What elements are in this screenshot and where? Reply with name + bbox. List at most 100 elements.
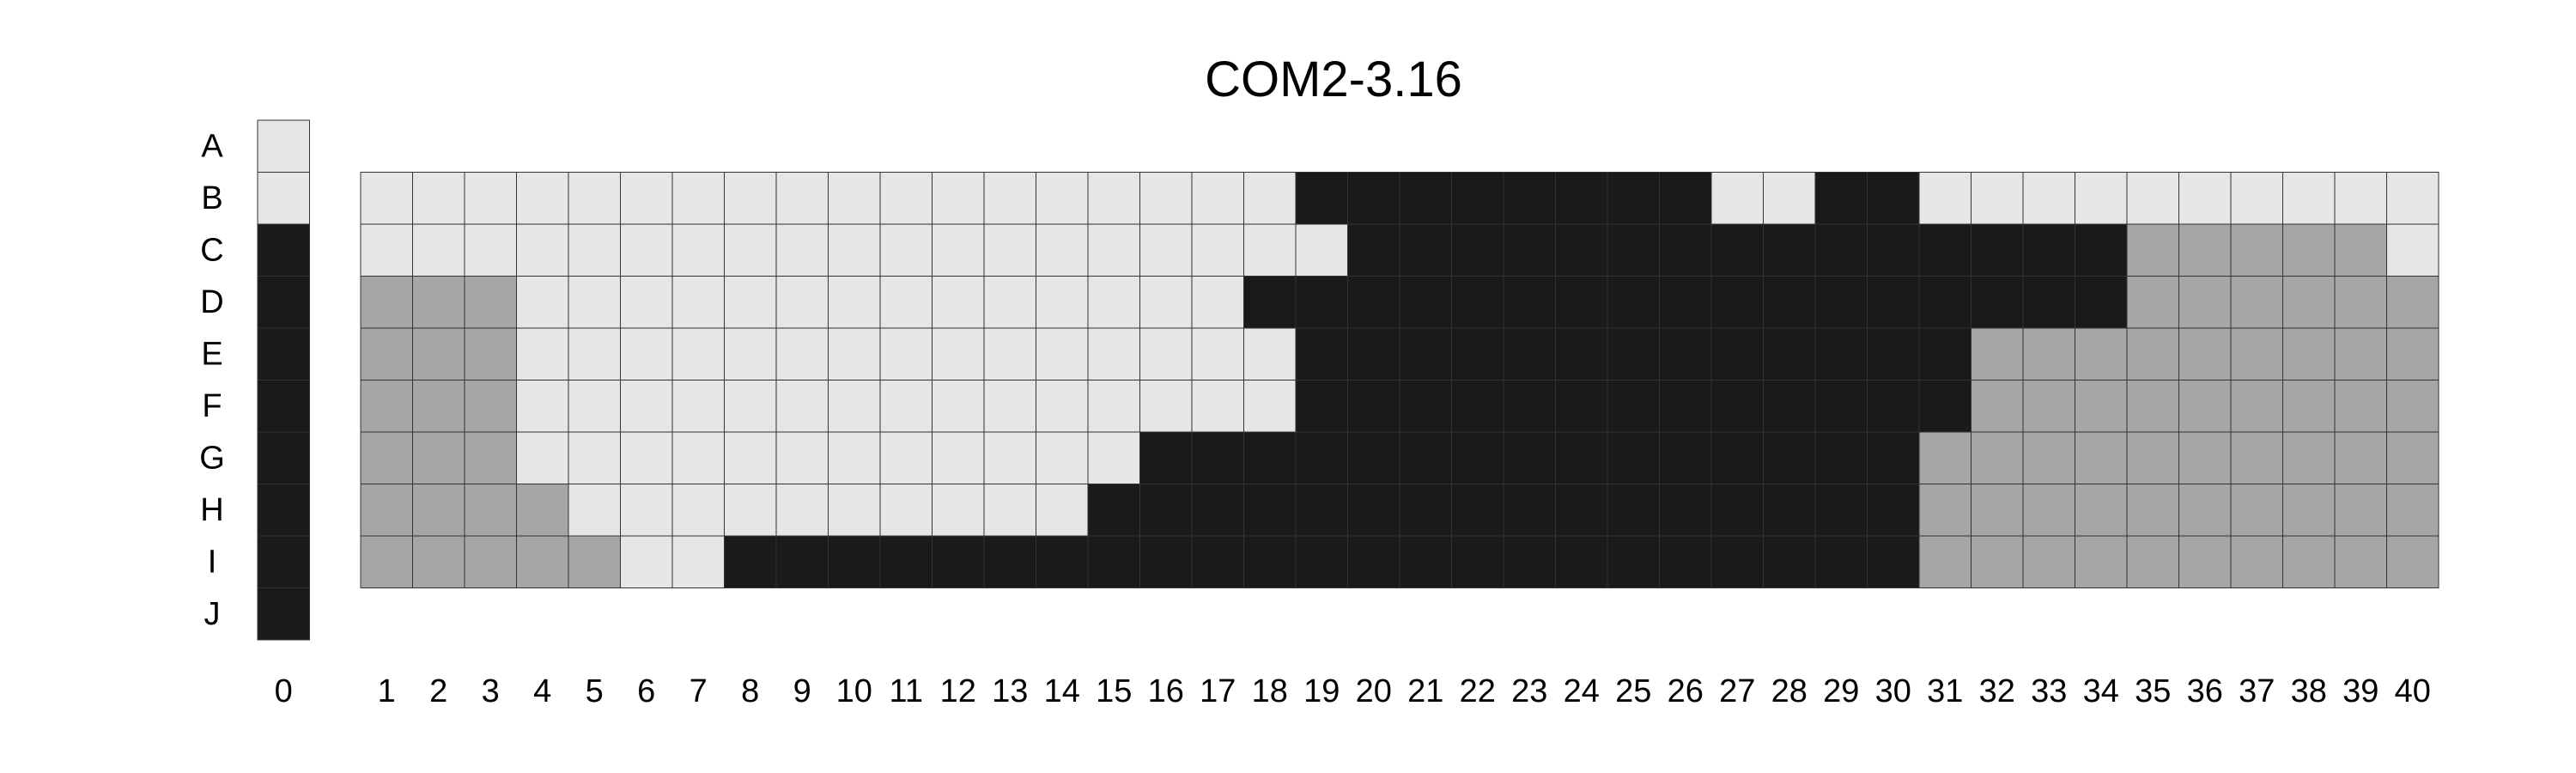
cell-E38 — [2282, 327, 2336, 380]
cell-I35 — [2126, 535, 2179, 588]
cell-H8 — [724, 484, 777, 537]
cell-C28 — [1763, 223, 1816, 277]
cell-C3 — [464, 223, 517, 277]
cell-E21 — [1399, 327, 1452, 380]
cell-B13 — [983, 172, 1036, 225]
cell-E28 — [1763, 327, 1816, 380]
cell-B39 — [2334, 172, 2387, 225]
cell-E30 — [1867, 327, 1920, 380]
cell-C30 — [1867, 223, 1920, 277]
cell-D35 — [2126, 276, 2179, 329]
cell-D36 — [2178, 276, 2232, 329]
cell-G5 — [568, 431, 621, 484]
cell-G18 — [1243, 431, 1297, 484]
cell-B21 — [1399, 172, 1452, 225]
cell-I36 — [2178, 535, 2232, 588]
cell-F26 — [1659, 380, 1712, 433]
cell-I31 — [1918, 535, 1971, 588]
cell-B12 — [932, 172, 985, 225]
cell-H4 — [516, 484, 569, 537]
cell-D31 — [1918, 276, 1971, 329]
cell-G15 — [1087, 431, 1140, 484]
cell-E23 — [1503, 327, 1556, 380]
cell-F6 — [620, 380, 673, 433]
cell-B5 — [568, 172, 621, 225]
cell-C17 — [1191, 223, 1244, 277]
cell-B27 — [1710, 172, 1764, 225]
row-label-I: I — [208, 544, 217, 580]
cell-B30 — [1867, 172, 1920, 225]
cell-F37 — [2230, 380, 2283, 433]
cell-G7 — [671, 431, 725, 484]
cell-C34 — [2075, 223, 2128, 277]
cell-I29 — [1814, 535, 1868, 588]
cell-G1 — [360, 431, 413, 484]
cell-D18 — [1243, 276, 1297, 329]
cell-E9 — [775, 327, 829, 380]
cell-B16 — [1139, 172, 1193, 225]
cell-G19 — [1295, 431, 1348, 484]
column-label-32: 32 — [1979, 673, 2015, 709]
column-label-18: 18 — [1252, 673, 1288, 709]
cell-H9 — [775, 484, 829, 537]
cell-H14 — [1036, 484, 1089, 537]
cell-F28 — [1763, 380, 1816, 433]
cell-C7 — [671, 223, 725, 277]
cell-H2 — [412, 484, 465, 537]
cell-G13 — [983, 431, 1036, 484]
cell-C19 — [1295, 223, 1348, 277]
cell-D1 — [360, 276, 413, 329]
cell-I39 — [2334, 535, 2387, 588]
cell-C40 — [2386, 223, 2439, 277]
column-label-38: 38 — [2291, 673, 2327, 709]
cell-F23 — [1503, 380, 1556, 433]
cell-D29 — [1814, 276, 1868, 329]
cell-E16 — [1139, 327, 1193, 380]
cell-I6 — [620, 535, 673, 588]
cell-H37 — [2230, 484, 2283, 537]
cell-E5 — [568, 327, 621, 380]
cell-D17 — [1191, 276, 1244, 329]
cell-E39 — [2334, 327, 2387, 380]
row-label-G: G — [199, 440, 225, 476]
column-label-6: 6 — [637, 673, 655, 709]
cell-G8 — [724, 431, 777, 484]
cell-I12 — [932, 535, 985, 588]
column-label-39: 39 — [2342, 673, 2379, 709]
column-label-37: 37 — [2239, 673, 2275, 709]
cell-B23 — [1503, 172, 1556, 225]
cell-E36 — [2178, 327, 2232, 380]
cell-B22 — [1451, 172, 1504, 225]
cell-F31 — [1918, 380, 1971, 433]
cell-E35 — [2126, 327, 2179, 380]
cell-I4 — [516, 535, 569, 588]
column-label-1: 1 — [378, 673, 396, 709]
cell-I15 — [1087, 535, 1140, 588]
cell-H11 — [879, 484, 933, 537]
cell-C38 — [2282, 223, 2336, 277]
cell-B1 — [360, 172, 413, 225]
cell-E3 — [464, 327, 517, 380]
cell-G30 — [1867, 431, 1920, 484]
cell-D5 — [568, 276, 621, 329]
cell-G21 — [1399, 431, 1452, 484]
column-label-28: 28 — [1771, 673, 1807, 709]
cell-H13 — [983, 484, 1036, 537]
cell-F27 — [1710, 380, 1764, 433]
cell-I5 — [568, 535, 621, 588]
cell-D7 — [671, 276, 725, 329]
cell-I8 — [724, 535, 777, 588]
cell-H34 — [2075, 484, 2128, 537]
cell-I13 — [983, 535, 1036, 588]
chart-title: COM2-3.16 — [1205, 52, 1462, 107]
cell-F21 — [1399, 380, 1452, 433]
cell-F5 — [568, 380, 621, 433]
row-label-A: A — [201, 128, 223, 164]
cell-H32 — [1971, 484, 2024, 537]
cell-G20 — [1347, 431, 1400, 484]
cell-G25 — [1607, 431, 1660, 484]
cell-G12 — [932, 431, 985, 484]
column-label-24: 24 — [1564, 673, 1600, 709]
cell-E14 — [1036, 327, 1089, 380]
